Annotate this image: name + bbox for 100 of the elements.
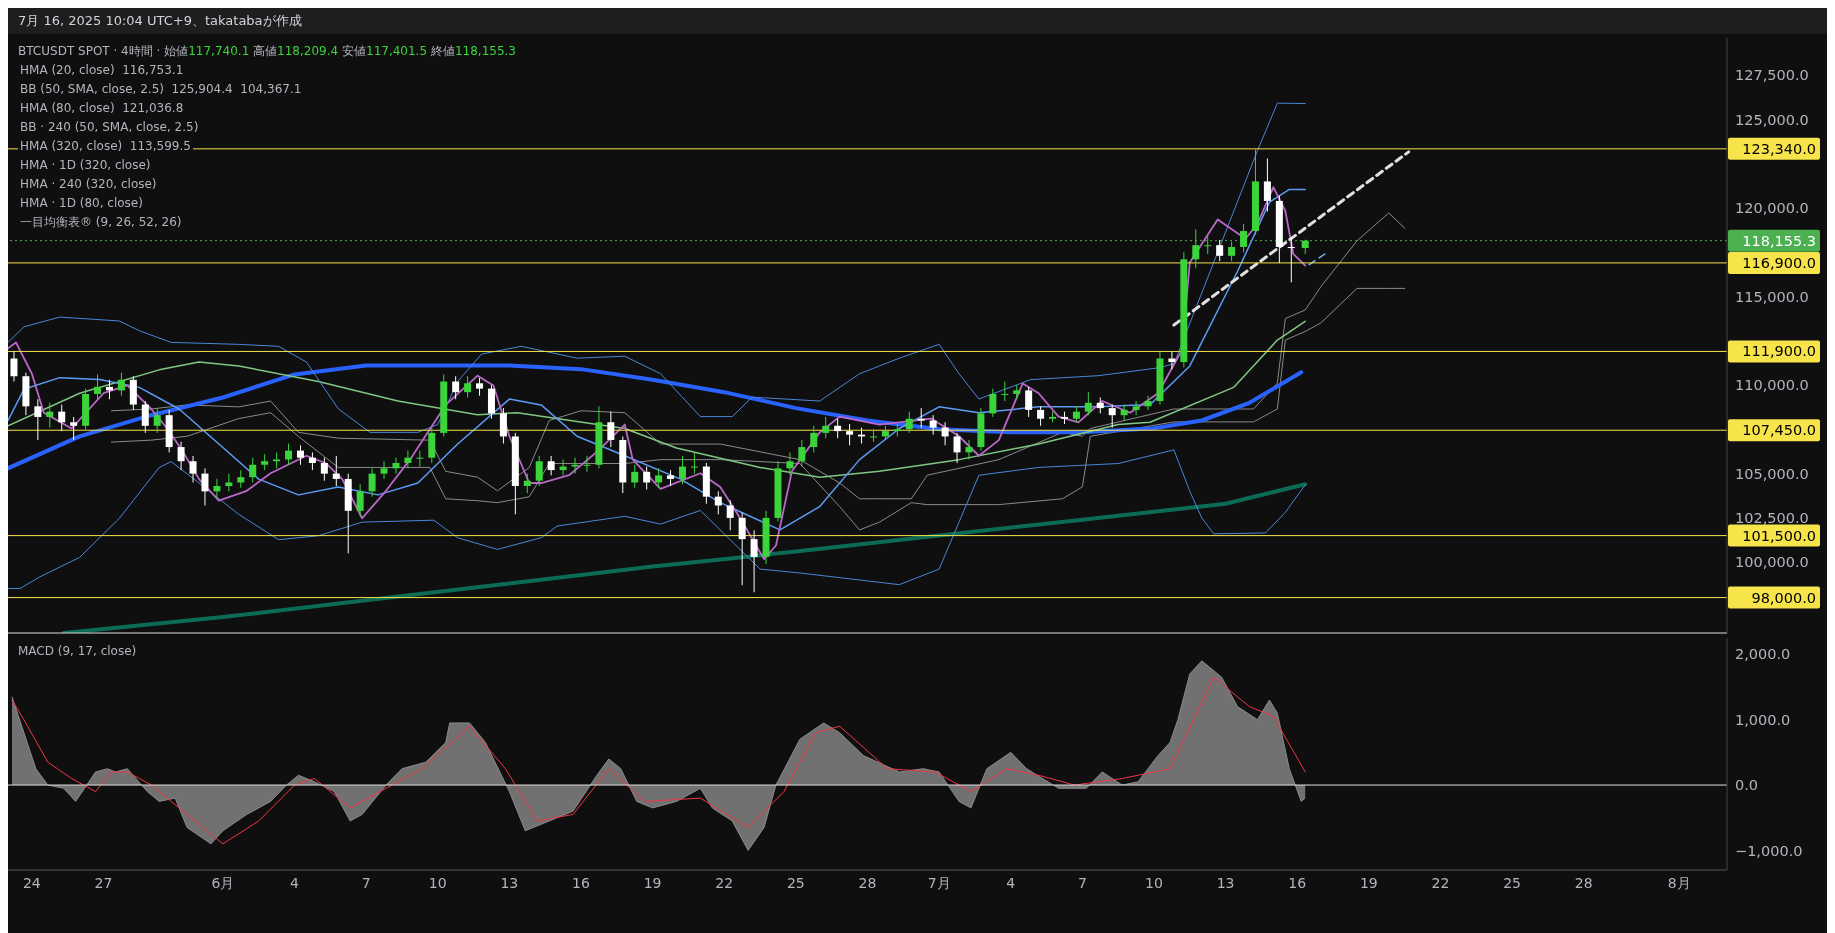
candlestick <box>535 455 543 487</box>
ref-line-label: 123,340.0 <box>1742 140 1816 157</box>
annotation: HMA (320, close) 113,599.5 <box>18 138 193 154</box>
candlestick <box>1240 223 1248 253</box>
x-tick-label: 7 <box>1077 874 1087 891</box>
x-tick-label: 7月 <box>927 874 951 891</box>
annotation: HMA · 1D (320, close) <box>18 157 153 173</box>
candlestick <box>1287 237 1295 283</box>
y-tick-label: 100,000.0 <box>1735 554 1809 571</box>
candlestick <box>547 455 555 476</box>
y-tick-label: 102,500.0 <box>1735 510 1809 527</box>
candlestick <box>320 457 328 482</box>
candlestick <box>499 407 507 445</box>
line-series <box>8 449 1306 590</box>
x-tick-label: 24 <box>22 874 41 891</box>
candlestick <box>953 432 961 464</box>
candlestick <box>285 443 293 466</box>
x-tick-label: 22 <box>715 874 734 891</box>
candlestick <box>404 450 412 469</box>
candlestick <box>690 451 698 475</box>
candlestick <box>1108 404 1116 429</box>
candlestick <box>58 404 66 432</box>
x-tick-label: 19 <box>643 874 662 891</box>
x-tick-label: 4 <box>1006 874 1016 891</box>
candlestick <box>416 450 424 468</box>
candlestick <box>643 466 651 491</box>
x-tick-label: 22 <box>1431 874 1450 891</box>
candlestick <box>141 400 149 434</box>
ref-line-label: 98,000.0 <box>1751 589 1816 606</box>
candlestick <box>332 455 340 487</box>
text: BTCUSDT SPOT · 4時間 · 始値117,740.1 高値118,209.4 安値117,401.5 終値118,155.3 <box>18 44 516 58</box>
candlestick <box>941 421 949 446</box>
candlestick <box>94 373 102 400</box>
y-tick-label: 127,500.0 <box>1735 67 1809 84</box>
text: MACD (9, 17, close) <box>18 644 137 658</box>
candlestick <box>738 512 746 586</box>
y-tick-label: 0.0 <box>1735 777 1759 794</box>
candlestick <box>834 418 842 439</box>
y-tick-label: 105,000.0 <box>1735 465 1809 482</box>
candlestick <box>917 407 925 429</box>
candlestick <box>177 441 185 471</box>
candlestick <box>189 455 197 483</box>
annotation: HMA (80, close) 121,036.8 <box>18 100 186 116</box>
x-tick-label: 25 <box>786 874 805 891</box>
annotation: BB · 240 (50, SMA, close, 2.5) <box>18 119 201 135</box>
x-tick-label: 4 <box>290 874 300 891</box>
x-tick-label: 16 <box>1288 874 1307 891</box>
candlestick <box>929 414 937 436</box>
line-series <box>61 482 1308 633</box>
candlestick <box>10 350 18 383</box>
y-tick-label: 115,000.0 <box>1735 288 1809 305</box>
candlestick <box>1025 386 1033 418</box>
candlestick <box>1132 400 1140 416</box>
candlestick <box>380 460 388 480</box>
candlestick <box>392 457 400 475</box>
candlestick <box>1228 241 1236 262</box>
candlestick <box>714 490 722 515</box>
candlestick <box>249 457 257 483</box>
ref-line-label: 118,155.3 <box>1742 232 1816 249</box>
candlestick <box>368 467 376 498</box>
candlestick <box>822 416 830 439</box>
x-tick-label: 13 <box>500 874 519 891</box>
x-tick-label: 8月 <box>1667 874 1691 891</box>
candlestick <box>464 375 472 398</box>
candlestick <box>356 483 364 517</box>
candlestick <box>810 425 818 453</box>
candlestick <box>1037 405 1045 427</box>
candlestick <box>869 428 877 443</box>
ref-line-label: 116,900.0 <box>1742 254 1816 271</box>
line-series <box>8 363 1304 471</box>
chart-title: 7月 16, 2025 10:04 UTC+9、takatabaが作成 <box>8 8 1827 34</box>
y-tick-label: 2,000.0 <box>1735 646 1791 663</box>
y-tick-label: 120,000.0 <box>1735 200 1809 217</box>
candlestick <box>965 439 973 460</box>
annotation: HMA · 1D (80, close) <box>18 195 145 211</box>
x-tick-label: 10 <box>428 874 447 891</box>
candlestick <box>846 423 854 446</box>
candlestick <box>34 398 42 441</box>
y-tick-label: 125,000.0 <box>1735 111 1809 128</box>
candlestick <box>1263 157 1271 213</box>
candlestick <box>726 499 734 531</box>
annotation: 一目均衡表® (9, 26, 52, 26) <box>18 214 184 230</box>
candlestick <box>1204 235 1212 255</box>
candlestick <box>798 439 806 468</box>
annotation: BB (50, SMA, close, 2.5) 125,904.4 104,367.1 <box>18 81 304 97</box>
y-tick-label: 1,000.0 <box>1735 711 1791 728</box>
candlestick <box>631 464 639 489</box>
x-tick-label: 7 <box>361 874 371 891</box>
ref-line-label: 111,900.0 <box>1742 343 1816 360</box>
candlestick <box>70 416 78 441</box>
candlestick <box>213 478 221 499</box>
candlestick <box>1001 381 1009 402</box>
candlestick <box>655 467 663 489</box>
annotation: HMA (20, close) 116,753.1 <box>18 62 186 78</box>
candlestick <box>989 388 997 418</box>
x-tick-label: 27 <box>94 874 113 891</box>
x-tick-label: 13 <box>1216 874 1235 891</box>
x-tick-label: 25 <box>1503 874 1522 891</box>
candlestick <box>523 473 531 494</box>
ref-line-label: 101,500.0 <box>1742 527 1816 544</box>
